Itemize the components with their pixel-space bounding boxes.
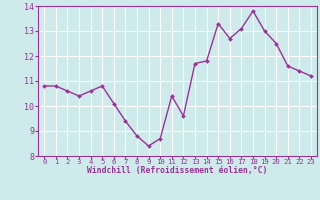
X-axis label: Windchill (Refroidissement éolien,°C): Windchill (Refroidissement éolien,°C) [87, 166, 268, 175]
